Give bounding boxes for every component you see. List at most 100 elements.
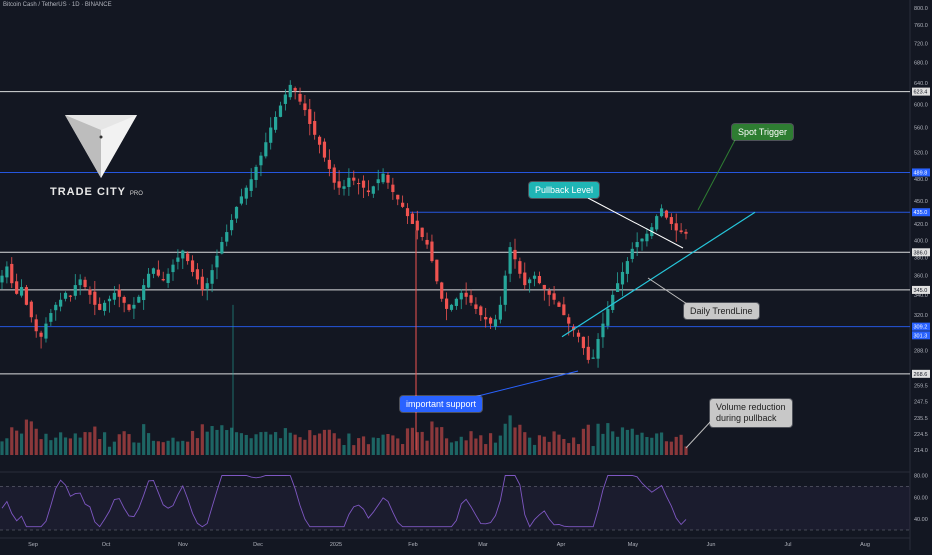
volume-bar (39, 439, 43, 455)
volume-bar (63, 437, 68, 455)
candle-body (620, 271, 625, 285)
price-tick-label: 800.0 (914, 6, 928, 12)
candle-body (664, 210, 669, 218)
candle-body (669, 217, 673, 224)
candle-body (176, 257, 180, 262)
volume-bar (293, 434, 297, 455)
time-tick-label: Aug (860, 542, 870, 548)
volume-bar (332, 433, 336, 455)
volume-bar (317, 433, 322, 455)
volume-bar (537, 435, 542, 455)
candle-body (625, 261, 629, 274)
volume-bar (181, 440, 185, 455)
rsi-band (0, 486, 910, 530)
volume-bar (176, 441, 180, 455)
volume-bar (274, 432, 278, 455)
candle-body (93, 291, 97, 305)
volume-bar (625, 429, 629, 455)
candle-body (659, 208, 664, 217)
candle-body (503, 275, 507, 305)
price-tick-label: 480.0 (914, 177, 928, 183)
candle-body (181, 250, 185, 259)
volume-bar (98, 438, 102, 455)
candle-body (347, 177, 351, 188)
candle-body (674, 223, 678, 231)
time-tick-label: Feb (408, 542, 417, 548)
volume-bar (151, 440, 156, 455)
candle-body (234, 206, 239, 219)
candle-body (591, 357, 595, 359)
volume-bar (24, 419, 29, 455)
volume-bar (371, 437, 375, 455)
candle-body (435, 259, 439, 282)
callout-volume-reduction[interactable]: Volume reduction during pullback (710, 399, 792, 427)
candle-body (127, 304, 131, 310)
volume-bar (650, 437, 654, 455)
volume-bar (361, 436, 366, 455)
candle-body (24, 287, 29, 305)
candle-body (332, 167, 336, 183)
volume-bar (288, 432, 292, 455)
candle-body (572, 326, 576, 331)
candle-body (528, 279, 532, 284)
volume-bar (606, 423, 610, 455)
candle-body (640, 238, 644, 242)
volume-bar (88, 432, 92, 455)
price-level-tag-text: 489.8 (914, 170, 928, 176)
volume-bar (552, 431, 556, 455)
candle-body (73, 285, 77, 296)
volume-bar (391, 435, 395, 455)
price-tick-label: 235.5 (914, 416, 928, 422)
time-tick-label: 2025 (330, 542, 342, 548)
candle-body (474, 304, 478, 309)
candle-body (440, 282, 444, 299)
callout-pullback-level[interactable]: Pullback Level (529, 182, 600, 198)
volume-bar (10, 427, 14, 455)
volume-bar (0, 441, 4, 455)
candle-body (142, 285, 146, 301)
price-tick-label: 288.0 (914, 348, 928, 354)
price-tick-label: 680.0 (914, 60, 928, 66)
candle-body (371, 186, 375, 194)
symbol-title: Bitcoin Cash / TetherUS · 1D · BINANCE (3, 2, 112, 8)
candle-body (98, 303, 102, 310)
callout-daily-trendline[interactable]: Daily TrendLine (684, 303, 759, 319)
price-level-tag (912, 87, 930, 96)
volume-bar (479, 435, 483, 455)
price-level-tag (912, 331, 930, 340)
price-tick-label: 380.0 (914, 256, 928, 262)
volume-bar (474, 438, 478, 455)
volume-bar (303, 439, 307, 455)
time-tick-label: Jun (707, 542, 716, 548)
volume-bar (161, 442, 165, 455)
callout-spot-trigger[interactable]: Spot Trigger (732, 124, 794, 140)
candle-body (454, 298, 458, 306)
candle-body (10, 263, 14, 284)
volume-bar (591, 446, 595, 455)
candle-body (508, 247, 512, 274)
candle-body (557, 302, 561, 307)
candle-body (132, 304, 136, 309)
volume-bar (449, 442, 454, 455)
candle-body (576, 332, 581, 337)
volume-bar (73, 433, 77, 455)
time-tick-label: Nov (178, 542, 188, 548)
volume-bar (410, 427, 414, 455)
volume-bar (674, 436, 678, 455)
candle-body (39, 332, 43, 337)
candle-body (493, 319, 498, 327)
candle-body (498, 304, 502, 320)
volume-bar (171, 437, 175, 455)
candle-body (137, 296, 141, 303)
volume-bar (283, 428, 287, 455)
volume-bar (186, 441, 190, 455)
callout-important-support[interactable]: important support (400, 396, 483, 412)
volume-bar (635, 434, 639, 455)
volume-bar (230, 427, 234, 455)
volume-bar (620, 427, 625, 455)
price-tick-label: 320.0 (914, 313, 928, 319)
candle-body (567, 317, 571, 324)
volume-bar (29, 421, 33, 455)
